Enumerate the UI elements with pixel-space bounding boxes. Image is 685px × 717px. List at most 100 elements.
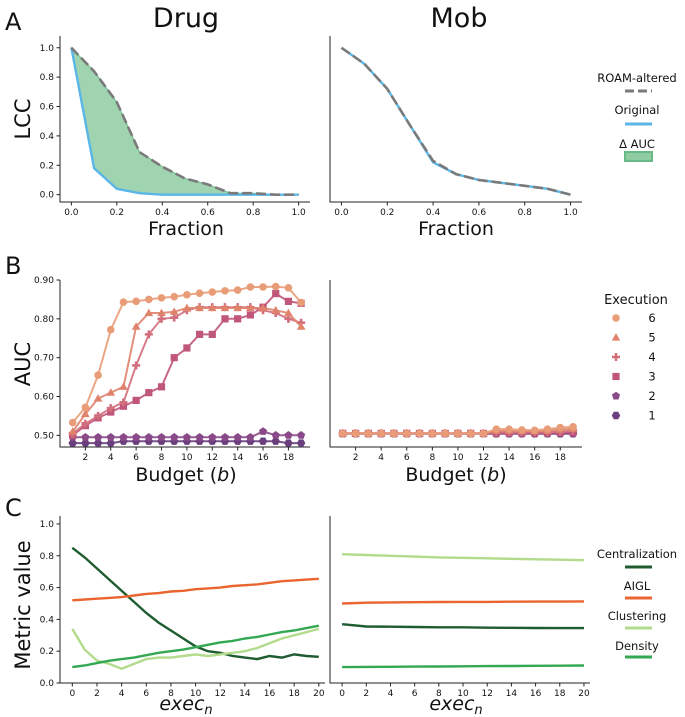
x-tick-label: 0.0 [64,208,79,218]
series-density-line [342,664,585,669]
data-point [119,398,128,407]
chart-A-mob: 0.0 0.2 0.4 0.6 0.8 1.0 [329,36,582,218]
data-point [183,344,191,352]
data-point [479,429,488,438]
x-tick-label: 2 [94,689,100,699]
chart-B-drug: 2 4 6 8 10 12 14 16 18 0.50 0.60 0.70 0.80 0.90 [34,276,310,463]
x-tick-label: 0.8 [246,208,261,218]
xlabel-budget-drug: Budget (b) [135,464,236,486]
x-tick-label: 1.0 [563,208,578,218]
data-point [170,313,179,322]
series-execution-2 [68,427,306,441]
y-tick-label: 0.4 [40,132,55,142]
data-point [145,389,153,397]
x-tick-label: 8 [436,689,442,699]
x-tick-label: 0.4 [426,208,441,218]
data-point [518,426,526,434]
x-tick-label: 8 [159,453,165,463]
chart-A-drug: 0.0 0.2 0.4 0.6 0.8 1.0 0.0 0.2 0.4 0.6 0.8 1.0 [40,36,310,218]
x-tick-label: 6 [412,689,418,699]
x-tick-label: 4 [378,453,384,463]
legend-item-original: Original [614,103,659,117]
x-tick-label: 14 [232,453,244,463]
data-point [106,433,115,441]
data-point [351,429,360,438]
x-tick-label: 8 [168,689,174,699]
data-point [132,361,141,370]
x-tick-label: 16 [264,689,276,699]
axis-spines [59,36,310,203]
data-point [93,394,103,402]
legend-marker-execution-5 [611,333,621,341]
legend-item-aigl: AIGL [624,579,651,593]
chart-C-drug: 0 2 4 6 8 10 12 14 16 18 20 0.0 0.2 0.4 0.6 0.8 1.0 [40,516,325,699]
data-point [233,303,242,312]
x-tick-label: 16 [529,453,541,463]
delta-auc-area [70,46,299,196]
data-point [144,330,153,339]
y-tick-label: 0.80 [34,315,54,325]
data-point [284,430,293,439]
data-point [119,382,128,390]
data-point [208,330,216,338]
data-point [208,433,217,441]
series-roam-altered-line [70,46,299,196]
x-tick-label: 4 [388,689,394,699]
x-tick-label: 14 [239,689,251,699]
data-point [284,308,293,317]
data-point [246,433,255,441]
x-tick-label: 8 [429,453,435,463]
x-tick-label: 10 [181,453,193,463]
legend-title-execution: Execution [604,293,668,308]
data-point [364,429,373,438]
data-point [246,303,255,312]
panel-label-a: A [5,8,22,36]
data-point [119,433,128,441]
x-tick-label: 0.2 [110,208,124,218]
data-point [157,294,166,302]
series-execution-6 [338,423,577,438]
data-point [170,433,179,441]
x-tick-label: 10 [452,453,464,463]
data-point [81,419,90,428]
data-point [271,305,281,314]
data-point [220,433,230,441]
xlabel-exec-sub: n [474,703,482,717]
x-tick-label: 18 [288,689,300,699]
chart-C-mob: 0 2 4 6 8 10 12 14 16 18 20 [329,516,590,699]
xlabel-exec-main: exec [429,693,475,715]
data-point [220,303,230,312]
x-tick-label: 0.6 [472,208,487,218]
x-tick-label: 12 [481,689,492,699]
data-point [81,403,90,412]
series-clustering-line [342,553,585,562]
x-tick-label: 14 [503,453,515,463]
legend-item-execution-6: 6 [648,311,655,325]
col-title-mob: Mob [431,3,488,34]
ylabel-auc: AUC [11,342,35,386]
axis-spines [329,280,582,448]
x-tick-label: 4 [108,453,114,463]
legend-item-execution-4: 4 [648,350,655,364]
legend-item-execution-1: 1 [648,409,655,423]
data-point [258,427,268,435]
legend-item-density: Density [615,639,659,653]
data-point [246,283,255,291]
data-point [543,425,552,433]
data-point [157,308,166,317]
xlabel-budget-post: ) [499,464,506,486]
data-point [68,427,77,435]
y-tick-label: 0.90 [34,276,54,286]
data-point [297,430,306,439]
xlabel-exec-main: exec [159,693,205,715]
x-tick-label: 12 [215,689,226,699]
data-point [81,409,90,418]
x-tick-label: 10 [457,689,469,699]
data-point [145,295,153,304]
data-point [428,429,437,438]
y-tick-label: 0.6 [40,103,55,113]
legend-marker-execution-2 [611,391,621,400]
y-tick-label: 0.8 [40,552,55,562]
x-tick-label: 12 [478,453,489,463]
data-point [259,283,267,291]
